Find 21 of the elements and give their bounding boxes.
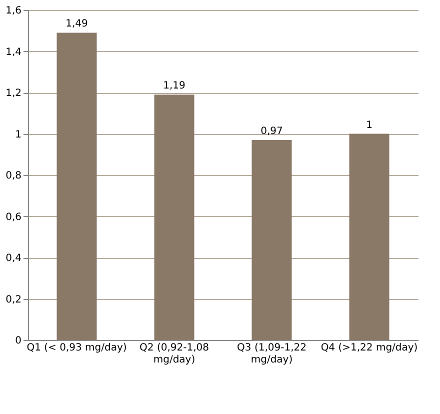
data-label: 1,49: [66, 18, 88, 30]
bar: [252, 140, 292, 340]
bar: [154, 94, 194, 340]
x-tick-label: Q1 (< 0,93 mg/day): [26, 342, 127, 354]
bar: [56, 32, 97, 340]
data-label: 1: [366, 120, 372, 131]
x-tick-label: Q2 (0,92-1,08 mg/day): [140, 342, 209, 366]
y-tick-label: 1,6: [6, 6, 22, 16]
y-tick-label: 0,6: [6, 212, 22, 223]
y-tick-label: 0,2: [6, 294, 22, 306]
y-tick-label: 1,4: [6, 46, 22, 58]
y-tick-label: 1,2: [6, 88, 22, 99]
y-tick-label: 0,8: [6, 170, 22, 182]
bar: [349, 134, 390, 340]
x-tick-label: Q4 (>1,22 mg/day): [320, 342, 418, 354]
y-tick-label: 0,4: [6, 253, 22, 264]
data-label: 1,19: [163, 80, 186, 92]
y-tick-label: 0: [15, 336, 22, 346]
y-tick-label: 1: [15, 129, 22, 140]
x-tick-label: Q3 (1,09-1,22 mg/day): [237, 342, 306, 366]
data-label: 0,97: [260, 126, 283, 137]
